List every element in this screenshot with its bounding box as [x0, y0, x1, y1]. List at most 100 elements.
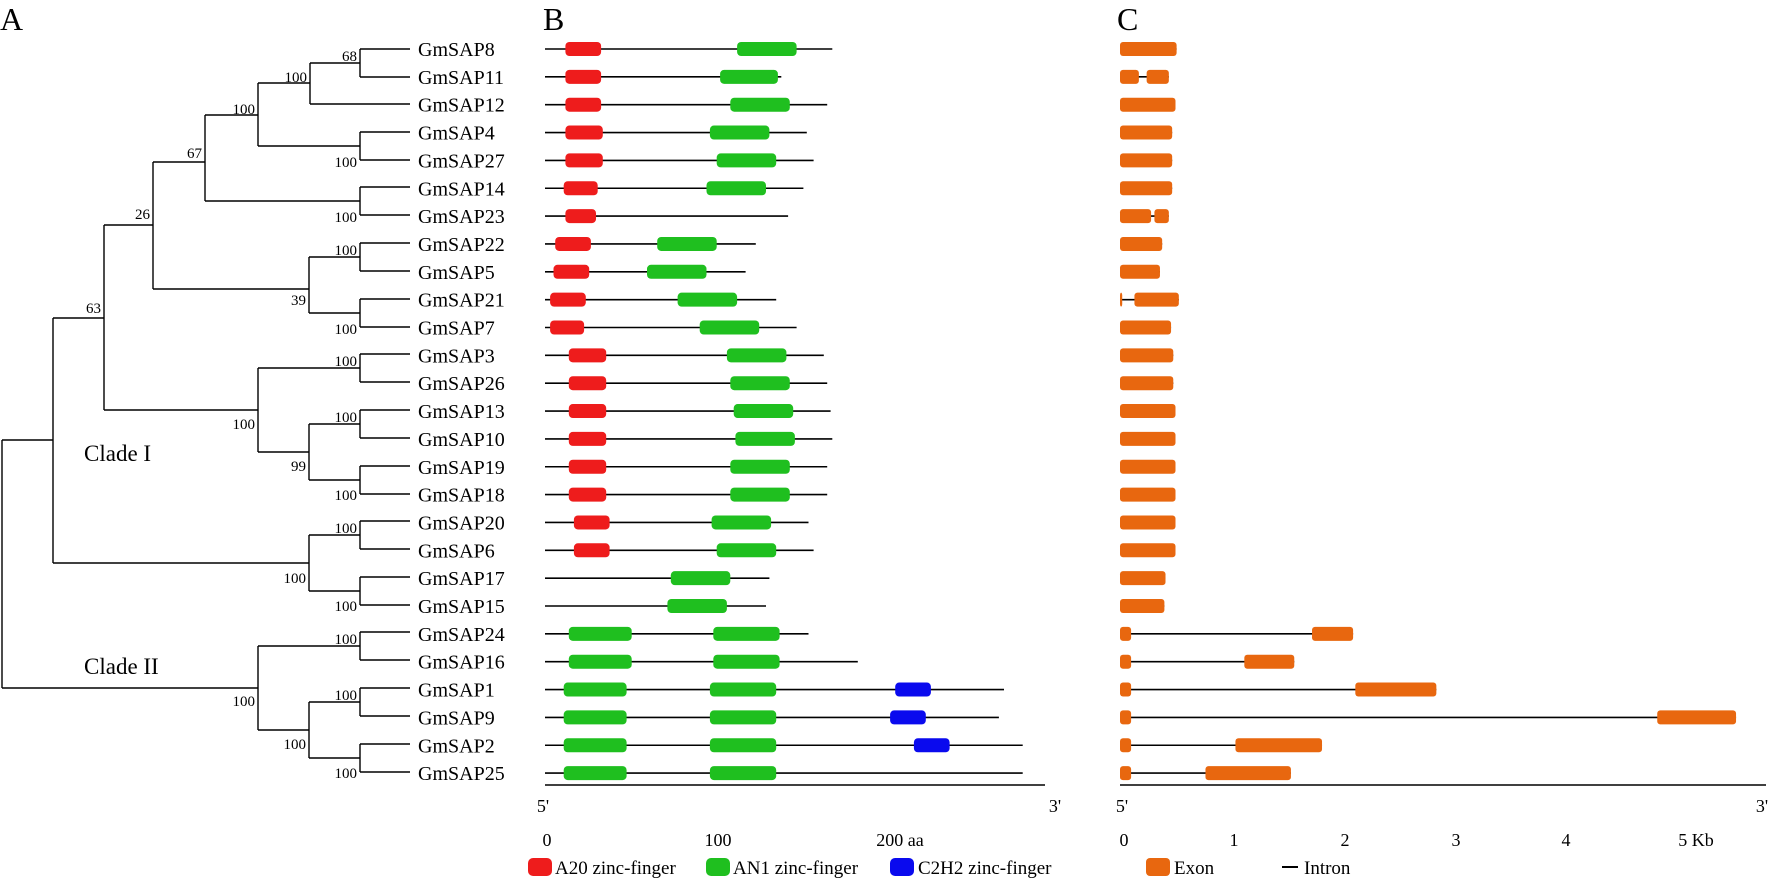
exon-box	[1120, 459, 1176, 474]
protein-structures	[545, 42, 1023, 781]
gene-label: GmSAP2	[418, 735, 495, 757]
bootstrap-label: 39	[291, 293, 306, 309]
an1-domain	[733, 404, 794, 419]
gene-label: GmSAP17	[418, 568, 505, 590]
a20-domain	[563, 181, 598, 196]
a20-domain	[568, 459, 607, 474]
a20-domain	[565, 42, 602, 56]
phylogenetic-tree	[1, 48, 410, 773]
gene-label: GmSAP16	[418, 652, 505, 674]
bootstrap-label: 100	[233, 694, 256, 710]
an1-domain	[670, 571, 731, 586]
c2h2-domain	[895, 682, 931, 697]
protein-axis-tick: 0	[543, 830, 552, 850]
bootstrap-values: 68 100 100 67 100 100 26 100 39 100 63 1…	[86, 49, 357, 782]
gene-label: GmSAP11	[418, 67, 504, 89]
a20-domain	[565, 209, 596, 224]
a20-domain	[565, 153, 603, 168]
an1-domain	[711, 515, 772, 530]
exon-box	[1120, 682, 1132, 697]
an1-domain	[730, 376, 790, 391]
an1-domain	[706, 181, 766, 196]
gene-label: GmSAP1	[418, 680, 495, 702]
gene-label: GmSAP6	[418, 540, 495, 562]
an1-domain	[563, 710, 627, 725]
an1-domain	[657, 236, 717, 251]
gene-axis-tick: 4	[1562, 830, 1571, 850]
an1-domain	[677, 292, 738, 307]
exon-box	[1120, 571, 1166, 586]
gene-label: GmSAP8	[418, 39, 495, 61]
legend-label-intron: Intron	[1304, 858, 1351, 879]
exon-box	[1120, 738, 1132, 753]
protein-axis-tick: 200 aa	[876, 830, 923, 850]
exon-box	[1120, 599, 1165, 613]
gene-axis-tick: 2	[1341, 830, 1350, 850]
an1-domain	[667, 599, 727, 613]
an1-domain	[716, 153, 777, 168]
gene-label: GmSAP25	[418, 763, 505, 785]
exon-box	[1657, 710, 1737, 725]
bootstrap-label: 100	[335, 632, 358, 648]
an1-domain	[716, 543, 777, 558]
gene-axis-end: 3'	[1756, 796, 1768, 816]
gene-label: GmSAP12	[418, 95, 505, 117]
gene-label: GmSAP5	[418, 262, 495, 284]
an1-domain	[730, 487, 790, 502]
gene-label: GmSAP21	[418, 290, 505, 312]
gene-axis-start: 5'	[1116, 796, 1128, 816]
exon-box	[1120, 153, 1173, 168]
a20-domain	[568, 376, 607, 391]
gene-label: GmSAP15	[418, 596, 505, 618]
exon-box	[1120, 626, 1132, 641]
bootstrap-label: 100	[335, 766, 358, 782]
exon-box	[1312, 626, 1354, 641]
gene-label: GmSAP3	[418, 345, 495, 367]
exon-box	[1205, 766, 1291, 781]
a20-domain	[553, 264, 590, 279]
exon-box	[1235, 738, 1323, 753]
an1-domain	[563, 682, 627, 697]
exon-box	[1120, 69, 1139, 84]
an1-domain	[709, 682, 777, 697]
gene-label: GmSAP26	[418, 373, 505, 395]
exon-box	[1355, 682, 1437, 697]
exon-box	[1120, 376, 1174, 391]
gene-label: GmSAP20	[418, 512, 505, 534]
bootstrap-label: 100	[233, 102, 256, 118]
bootstrap-label: 100	[284, 571, 307, 587]
gene-axis-tick: 1	[1230, 830, 1239, 850]
gene-label: GmSAP27	[418, 150, 505, 172]
gene-axis: 5' 3' 0 1 2 3 4 5 Kb	[1116, 784, 1768, 850]
bootstrap-label: 99	[291, 459, 306, 475]
bootstrap-label: 100	[285, 70, 308, 86]
clade-label-1: Clade I	[84, 441, 151, 466]
exon-box	[1244, 654, 1295, 669]
exon-box	[1120, 209, 1152, 224]
bootstrap-label: 100	[284, 737, 307, 753]
an1-domain	[713, 654, 780, 669]
protein-axis-end: 3'	[1049, 796, 1061, 816]
an1-domain	[713, 626, 780, 641]
a20-domain	[568, 431, 607, 446]
bootstrap-label: 100	[335, 410, 358, 426]
gene-label: GmSAP7	[418, 318, 495, 340]
a20-domain	[565, 97, 602, 112]
exon-box	[1120, 710, 1132, 725]
protein-axis-start: 5'	[537, 796, 549, 816]
bootstrap-label: 26	[135, 207, 151, 223]
bootstrap-label: 100	[335, 243, 358, 259]
exon-box	[1120, 654, 1132, 669]
protein-axis: 5' 3' 0 100 200 aa	[537, 784, 1061, 850]
legend-label-exon: Exon	[1174, 858, 1215, 879]
gene-labels: GmSAP8 GmSAP11 GmSAP12 GmSAP4 GmSAP27 GmSAP14…	[418, 39, 505, 785]
legend-swatch-a20	[528, 858, 552, 876]
exon-box	[1120, 264, 1160, 279]
legend: A20 zinc-finger AN1 zinc-finger C2H2 zin…	[528, 858, 1351, 879]
gene-label: GmSAP18	[418, 485, 505, 507]
an1-domain	[647, 264, 707, 279]
bootstrap-label: 100	[335, 155, 358, 171]
exon-box	[1120, 404, 1176, 419]
bootstrap-label: 100	[335, 322, 358, 338]
